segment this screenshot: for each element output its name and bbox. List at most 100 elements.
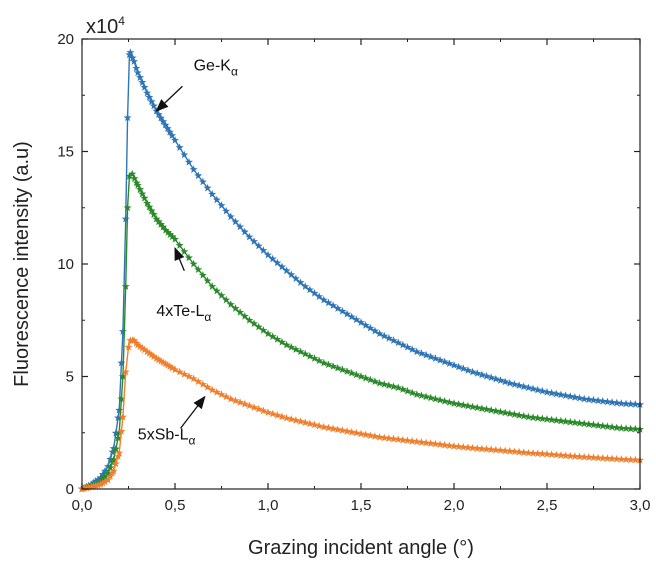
data-point — [264, 250, 272, 259]
data-point — [440, 440, 449, 449]
series-1 — [78, 169, 644, 493]
data-point — [450, 361, 458, 369]
data-point — [125, 172, 134, 180]
data-point — [236, 222, 245, 231]
data-point — [194, 171, 203, 180]
data-point — [543, 388, 551, 396]
data-point — [422, 392, 431, 401]
data-point — [468, 443, 477, 452]
data-point — [608, 398, 617, 406]
data-point — [101, 472, 110, 481]
data-point — [222, 295, 231, 304]
data-point — [310, 289, 319, 297]
data-point — [375, 329, 384, 338]
data-point — [287, 415, 296, 423]
data-point — [417, 349, 426, 357]
data-point — [454, 362, 463, 371]
data-point — [184, 372, 193, 380]
data-point — [189, 374, 198, 383]
data-point — [259, 246, 268, 254]
data-point — [115, 448, 124, 457]
data-point — [296, 347, 305, 356]
data-point — [547, 388, 556, 397]
data-point — [603, 454, 612, 462]
data-point — [264, 329, 272, 338]
data-point — [259, 406, 268, 415]
data-point — [352, 370, 361, 379]
data-point — [431, 439, 440, 448]
data-point — [80, 484, 89, 492]
data-point — [496, 446, 505, 454]
data-point — [161, 226, 170, 234]
data-point — [104, 462, 113, 470]
data-point — [403, 343, 412, 351]
data-point — [319, 295, 328, 304]
data-point — [477, 370, 486, 379]
annotation-label-subscript: α — [231, 65, 238, 79]
data-point — [273, 411, 282, 419]
data-point — [617, 455, 626, 463]
data-point — [566, 451, 575, 460]
data-point — [515, 411, 524, 419]
data-point — [570, 393, 579, 401]
data-point — [136, 73, 145, 82]
data-point — [426, 393, 435, 402]
data-point — [543, 415, 551, 423]
data-point — [608, 454, 617, 463]
data-point — [333, 425, 342, 434]
data-point — [240, 399, 249, 408]
data-point — [389, 382, 398, 391]
data-point — [584, 420, 593, 428]
data-point — [343, 367, 352, 375]
data-point — [543, 449, 551, 458]
data-point — [175, 143, 184, 151]
data-point — [357, 429, 365, 438]
data-point — [152, 214, 161, 223]
data-point — [226, 394, 235, 403]
data-point — [166, 230, 175, 238]
data-point — [552, 450, 561, 459]
data-point — [519, 448, 528, 456]
data-point — [282, 413, 291, 422]
data-point — [96, 480, 105, 488]
data-point — [217, 291, 226, 299]
data-point — [436, 395, 445, 404]
data-point — [130, 57, 139, 65]
data-point — [156, 357, 165, 365]
data-point — [324, 298, 333, 307]
data-point — [250, 319, 259, 328]
data-point — [496, 407, 505, 416]
series-annotation: 4xTe-Lα — [156, 247, 211, 324]
data-point — [491, 445, 500, 454]
axes: 0,0 0,5 1,0 1,5 2,0 2,5 3,0 0 5 10 15 20 x104 Grazing… — [11, 14, 650, 559]
data-point — [561, 451, 570, 460]
data-point — [222, 392, 231, 401]
x-axis-title: Grazing incident angle (°) — [248, 537, 474, 559]
data-point — [240, 227, 249, 236]
data-point — [277, 337, 286, 346]
data-point — [598, 421, 607, 430]
data-point — [118, 412, 127, 421]
data-point — [477, 404, 486, 412]
data-point — [250, 237, 259, 245]
y-axis-multiplier: x104 — [86, 14, 125, 38]
data-point — [608, 422, 617, 431]
data-point — [361, 321, 370, 329]
data-point — [598, 397, 607, 405]
data-point — [417, 438, 426, 446]
data-point — [347, 312, 356, 321]
data-point — [106, 463, 115, 472]
data-point — [366, 375, 375, 384]
data-point — [622, 399, 631, 408]
data-point — [422, 350, 431, 359]
data-point — [198, 177, 207, 186]
data-point — [394, 383, 403, 392]
annotation-arrow — [155, 85, 183, 112]
data-point — [143, 88, 152, 97]
data-point — [254, 241, 263, 250]
data-point — [473, 403, 482, 412]
data-point — [468, 367, 477, 376]
data-point — [175, 241, 184, 249]
data-point — [380, 380, 389, 388]
data-point — [277, 262, 286, 271]
